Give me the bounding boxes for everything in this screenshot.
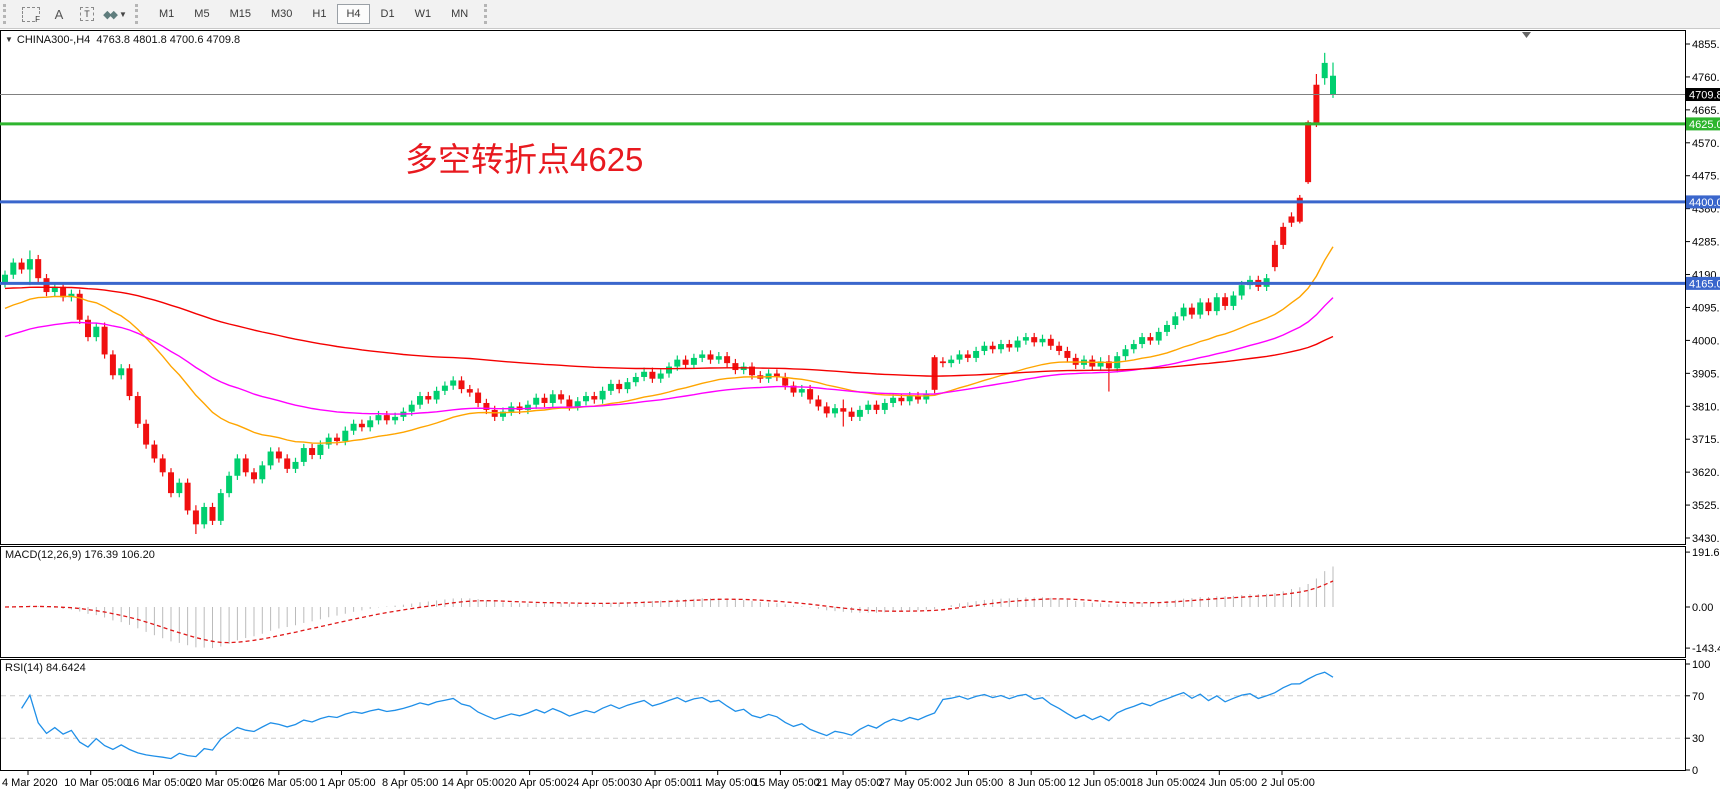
svg-text:70: 70: [1692, 691, 1704, 703]
svg-text:3810.5: 3810.5: [1692, 401, 1720, 413]
timeframe-button-H4[interactable]: H4: [337, 4, 370, 24]
svg-text:4165.0: 4165.0: [1689, 278, 1720, 290]
svg-text:3620.5: 3620.5: [1692, 467, 1720, 479]
macd-histogram: [12, 566, 1334, 649]
svg-text:2 Jul 05:00: 2 Jul 05:00: [1261, 777, 1315, 789]
svg-text:4625.0: 4625.0: [1689, 119, 1720, 131]
svg-text:8 Jun 05:00: 8 Jun 05:00: [1008, 777, 1066, 789]
timeframe-button-group: M1 M5 M15 M30 H1 H4 D1 W1 MN: [149, 4, 478, 24]
price-badge-4165.0: 4165.0: [1686, 276, 1720, 290]
rsi-scale[interactable]: 100 70 30 0: [1685, 659, 1711, 777]
ma-slow-line: [4, 286, 1334, 377]
svg-text:8 Apr 05:00: 8 Apr 05:00: [382, 777, 438, 789]
svg-text:21 May 05:00: 21 May 05:00: [816, 777, 883, 789]
timeframe-button-D1[interactable]: D1: [380, 8, 395, 20]
svg-text:30 Apr 05:00: 30 Apr 05:00: [630, 777, 692, 789]
svg-text:3715.5: 3715.5: [1692, 434, 1720, 446]
svg-text:12 Jun 05:00: 12 Jun 05:00: [1068, 777, 1132, 789]
panel-frames: [0, 30, 1686, 771]
svg-text:4760.5: 4760.5: [1692, 72, 1720, 84]
svg-text:4855.5: 4855.5: [1692, 39, 1720, 51]
macd-scale[interactable]: 191.63 0.00 -143.44: [1685, 547, 1720, 655]
svg-text:14 Apr 05:00: 14 Apr 05:00: [442, 777, 504, 789]
toolbar: F A T ◆◆ ▼ M1 M5 M15 M30 H1 H4 D1 W1 MN: [0, 0, 1720, 29]
svg-text:24 Apr 05:00: 24 Apr 05:00: [567, 777, 629, 789]
timeframe-button-M15[interactable]: M15: [229, 8, 251, 20]
svg-text:4475.5: 4475.5: [1692, 171, 1720, 183]
arrows-tool-icon[interactable]: ◆◆ ▼: [103, 8, 127, 21]
timeframe-button-MN[interactable]: MN: [451, 8, 469, 20]
svg-text:27 May 05:00: 27 May 05:00: [878, 777, 945, 789]
svg-text:16 Mar 05:00: 16 Mar 05:00: [127, 777, 192, 789]
svg-text:26 Mar 05:00: 26 Mar 05:00: [252, 777, 317, 789]
fibonacci-tool-icon[interactable]: F: [19, 3, 43, 25]
svg-text:11 May 05:00: 11 May 05:00: [691, 777, 757, 789]
text-box-tool-icon[interactable]: T: [75, 3, 99, 25]
svg-text:24 Jun 05:00: 24 Jun 05:00: [1193, 777, 1257, 789]
svg-text:4285.5: 4285.5: [1692, 237, 1720, 249]
rsi-line: [21, 671, 1334, 760]
chevron-down-icon: ▼: [5, 35, 13, 44]
svg-text:20 Mar 05:00: 20 Mar 05:00: [190, 777, 255, 789]
text-label-tool-icon[interactable]: A: [54, 6, 64, 22]
current-price-badge: 4709.8: [1686, 88, 1720, 102]
svg-text:4 Mar 2020: 4 Mar 2020: [2, 777, 58, 789]
ma-mid-line: [4, 297, 1334, 415]
timeframe-button-H1[interactable]: H1: [312, 8, 327, 20]
svg-text:4400.0: 4400.0: [1689, 197, 1720, 209]
price-scale[interactable]: 4855.54760.54665.54570.54475.54380.54285…: [1685, 39, 1720, 545]
timeframe-button-M30[interactable]: M30: [270, 8, 293, 20]
timeframe-button-M5[interactable]: M5: [194, 8, 210, 20]
price-badge-4625.0: 4625.0: [1686, 117, 1720, 131]
svg-text:3430.5: 3430.5: [1692, 533, 1720, 545]
timeframe-button-M1[interactable]: M1: [159, 8, 175, 20]
svg-text:-143.44: -143.44: [1692, 643, 1720, 655]
svg-text:4709.8: 4709.8: [1689, 90, 1720, 102]
svg-text:1 Apr 05:00: 1 Apr 05:00: [319, 777, 375, 789]
svg-text:191.63: 191.63: [1692, 547, 1720, 559]
chart-annotation-text[interactable]: 多空转折点4625: [405, 141, 644, 178]
macd-signal-line: [4, 580, 1334, 644]
candles-layer: [2, 52, 1336, 535]
svg-text:10 Mar 05:00: 10 Mar 05:00: [64, 777, 129, 789]
svg-text:4570.5: 4570.5: [1692, 138, 1720, 150]
svg-text:2 Jun 05:00: 2 Jun 05:00: [946, 777, 1004, 789]
svg-text:0: 0: [1692, 765, 1698, 777]
svg-text:0.00: 0.00: [1692, 602, 1713, 614]
svg-text:4665.5: 4665.5: [1692, 105, 1720, 117]
toolbar-drag-handle[interactable]: [3, 4, 12, 24]
svg-text:18 Jun 05:00: 18 Jun 05:00: [1131, 777, 1195, 789]
macd-indicator-label: MACD(12,26,9) 176.39 106.20: [5, 549, 155, 561]
svg-text:20 Apr 05:00: 20 Apr 05:00: [504, 777, 566, 789]
timeframe-button-W1[interactable]: W1: [414, 8, 432, 20]
price-badge-4400.0: 4400.0: [1686, 195, 1720, 209]
ohlc-values: 4763.8 4801.8 4700.6 4709.8: [96, 34, 241, 46]
rsi-indicator-label: RSI(14) 84.6424: [5, 662, 86, 674]
ma-fast-line: [4, 246, 1334, 444]
svg-text:4000.5: 4000.5: [1692, 335, 1720, 347]
chart-shift-marker: [1522, 32, 1531, 38]
svg-text:3905.5: 3905.5: [1692, 368, 1720, 380]
svg-text:3525.5: 3525.5: [1692, 500, 1720, 512]
symbol-header[interactable]: ▼ CHINA300-,H4 4763.8 4801.8 4700.6 4709.…: [5, 34, 241, 46]
svg-text:15 May 05:00: 15 May 05:00: [753, 777, 820, 789]
svg-text:30: 30: [1692, 733, 1704, 745]
svg-text:4095.5: 4095.5: [1692, 302, 1720, 314]
svg-text:100: 100: [1692, 659, 1710, 671]
toolbar-separator: [484, 4, 492, 24]
chevron-down-icon: ▼: [119, 9, 127, 19]
toolbar-separator: [135, 4, 143, 24]
